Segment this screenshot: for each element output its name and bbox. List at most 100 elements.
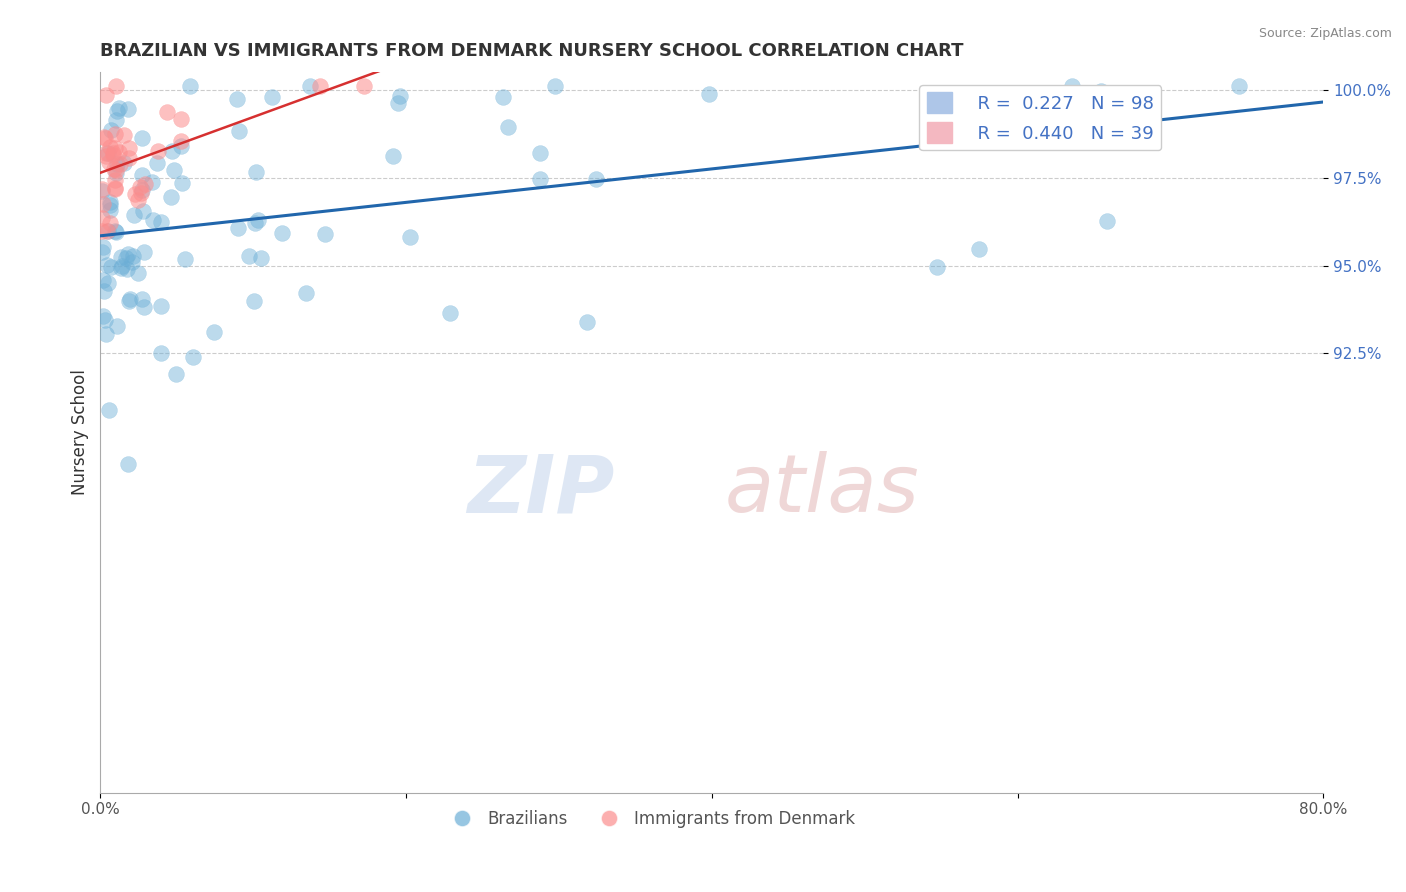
Point	[91, 197, 114, 211]
Point	[245, 165, 267, 179]
Point	[179, 79, 201, 94]
Point	[94, 326, 117, 341]
Point	[93, 309, 115, 323]
Point	[112, 128, 135, 142]
Point	[93, 284, 115, 298]
Point	[129, 186, 152, 201]
Point	[91, 273, 114, 287]
Point	[124, 187, 146, 202]
Point	[101, 147, 124, 161]
Point	[96, 258, 118, 272]
Y-axis label: Nursery School: Nursery School	[72, 369, 89, 495]
Point	[105, 157, 128, 171]
Point	[110, 250, 132, 264]
Point	[131, 292, 153, 306]
Point	[697, 87, 720, 101]
Point	[105, 79, 128, 94]
Point	[544, 79, 567, 94]
Point	[98, 195, 121, 210]
Point	[967, 242, 990, 256]
Point	[1090, 84, 1112, 98]
Point	[132, 203, 155, 218]
Point	[134, 300, 156, 314]
Point	[117, 103, 139, 117]
Point	[97, 224, 120, 238]
Point	[246, 213, 269, 227]
Point	[585, 172, 607, 186]
Point	[115, 261, 138, 276]
Point	[149, 346, 172, 360]
Point	[100, 260, 122, 274]
Point	[943, 92, 966, 106]
Point	[103, 141, 125, 155]
Point	[107, 101, 129, 115]
Point	[94, 131, 117, 145]
Point	[122, 249, 145, 263]
Point	[132, 245, 155, 260]
Point	[118, 294, 141, 309]
Point	[181, 350, 204, 364]
Point	[90, 184, 112, 198]
Point	[90, 223, 112, 237]
Point	[117, 246, 139, 260]
Point	[162, 144, 184, 158]
Point	[170, 134, 193, 148]
Point	[127, 193, 149, 207]
Point	[104, 162, 127, 177]
Point	[105, 166, 128, 180]
Point	[98, 197, 121, 211]
Point	[108, 157, 131, 171]
Point	[1095, 214, 1118, 228]
Point	[98, 202, 121, 217]
Point	[110, 261, 132, 276]
Point	[105, 226, 128, 240]
Point	[134, 177, 156, 191]
Point	[387, 95, 409, 110]
Point	[121, 255, 143, 269]
Point	[382, 149, 405, 163]
Point	[146, 156, 169, 170]
Point	[228, 123, 250, 137]
Point	[93, 129, 115, 144]
Point	[97, 146, 120, 161]
Point	[117, 152, 139, 166]
Point	[529, 145, 551, 160]
Point	[389, 88, 412, 103]
Text: atlas: atlas	[724, 451, 920, 529]
Point	[104, 225, 127, 239]
Point	[104, 182, 127, 196]
Point	[165, 367, 187, 381]
Point	[160, 190, 183, 204]
Point	[927, 260, 949, 275]
Point	[94, 149, 117, 163]
Point	[576, 315, 599, 329]
Point	[496, 120, 519, 134]
Point	[174, 252, 197, 266]
Point	[298, 79, 321, 94]
Point	[149, 214, 172, 228]
Point	[105, 112, 128, 127]
Point	[94, 87, 117, 102]
Point	[127, 267, 149, 281]
Point	[124, 208, 146, 222]
Point	[353, 79, 375, 94]
Point	[105, 104, 128, 119]
Point	[243, 216, 266, 230]
Point	[242, 294, 264, 309]
Point	[105, 318, 128, 333]
Point	[1060, 79, 1083, 94]
Point	[172, 176, 194, 190]
Point	[104, 173, 127, 187]
Point	[96, 223, 118, 237]
Point	[156, 105, 179, 120]
Point	[314, 227, 336, 241]
Point	[97, 276, 120, 290]
Point	[96, 145, 118, 160]
Text: ZIP: ZIP	[467, 451, 614, 529]
Point	[112, 156, 135, 170]
Point	[398, 230, 420, 244]
Point	[142, 213, 165, 227]
Text: Source: ZipAtlas.com: Source: ZipAtlas.com	[1258, 27, 1392, 40]
Point	[202, 325, 225, 339]
Point	[115, 251, 138, 265]
